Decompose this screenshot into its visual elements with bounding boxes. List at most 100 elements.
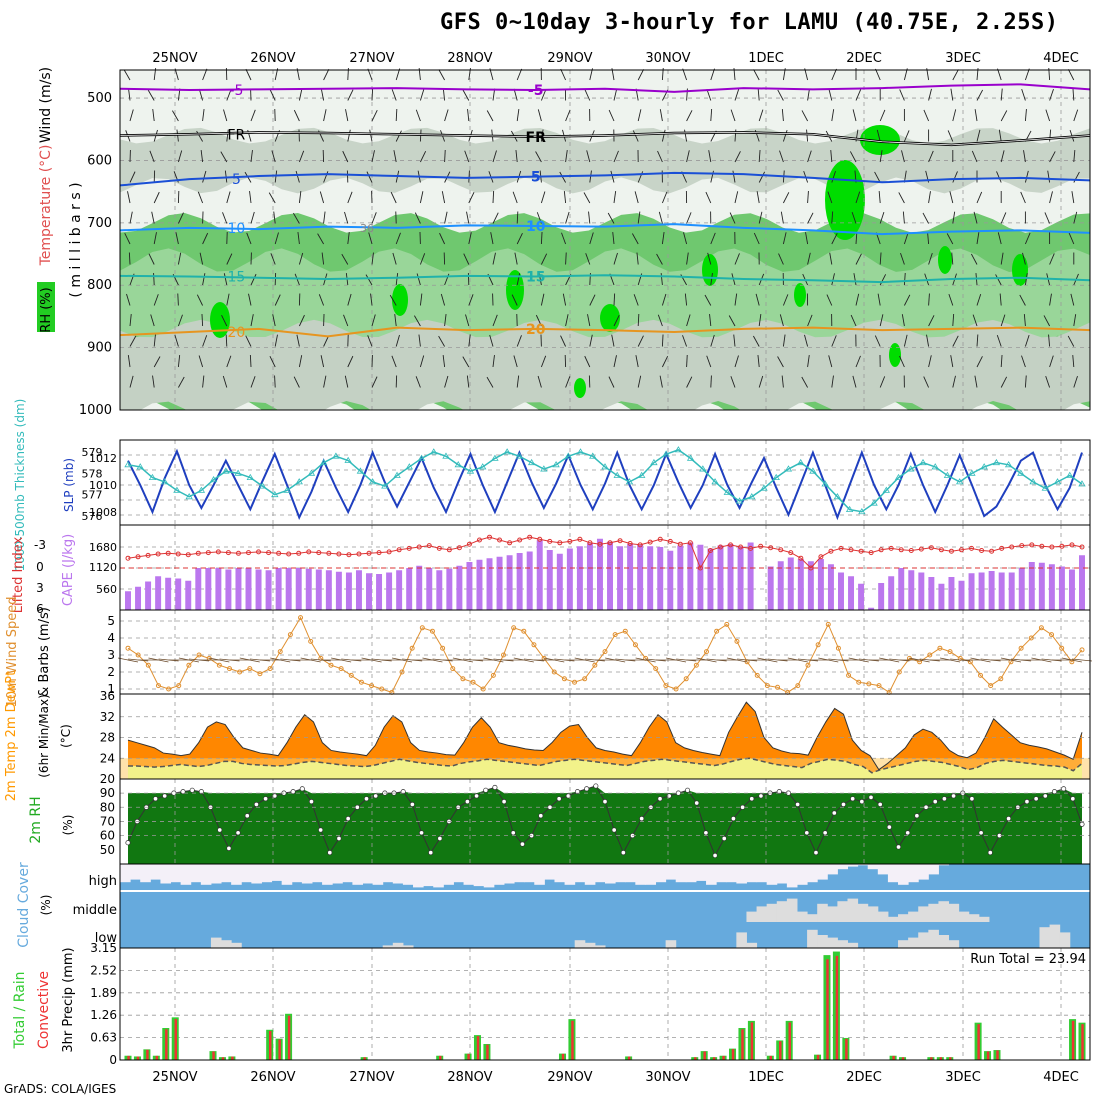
wind-barb bbox=[486, 110, 494, 122]
rh2m-marker bbox=[657, 796, 663, 802]
wind-barb bbox=[1000, 314, 1006, 327]
lifted-marker bbox=[326, 550, 332, 556]
wind-barb bbox=[371, 314, 376, 327]
wind-barb bbox=[949, 191, 954, 204]
wind-barb bbox=[900, 253, 905, 265]
rh2m-marker bbox=[501, 799, 507, 805]
wind-speed-marker bbox=[937, 645, 943, 651]
wind-barb bbox=[779, 150, 784, 163]
lifted-marker bbox=[225, 550, 231, 556]
bottom-date-label: 27NOV bbox=[349, 1070, 394, 1085]
wind-speed-marker bbox=[927, 652, 933, 658]
thickness-marker bbox=[466, 467, 475, 474]
wind-barb bbox=[177, 355, 181, 368]
rh2m-marker bbox=[987, 850, 993, 856]
lifted-marker bbox=[778, 547, 784, 553]
wind-barb bbox=[468, 192, 475, 204]
wind-barb bbox=[492, 212, 499, 224]
cloud-middle-bar bbox=[756, 906, 768, 922]
wind-barb bbox=[178, 376, 185, 388]
cloud-low-bar bbox=[847, 942, 859, 948]
wind-barb-10m bbox=[361, 657, 382, 663]
wind-barb-10m bbox=[219, 658, 240, 662]
wind-barb bbox=[1073, 150, 1076, 163]
bottom-date-label: 30NOV bbox=[645, 1070, 690, 1085]
wind-barb-10m bbox=[483, 657, 504, 663]
wind-speed-marker bbox=[1038, 625, 1044, 631]
cloud-low-bar bbox=[221, 940, 232, 948]
wind-barb bbox=[758, 211, 763, 224]
wind-barb bbox=[901, 314, 905, 327]
cloud-high-bar bbox=[443, 864, 454, 885]
wind-barb bbox=[923, 376, 930, 388]
wind-barb bbox=[806, 129, 809, 142]
wind-barb bbox=[560, 335, 567, 347]
wind-barb bbox=[395, 334, 400, 347]
wind-barb bbox=[831, 375, 834, 388]
wind-barb bbox=[829, 252, 833, 265]
cloud-high-bar bbox=[382, 864, 394, 883]
wind-barb bbox=[391, 355, 397, 368]
thickness-marker bbox=[491, 454, 499, 461]
lifted-marker bbox=[938, 547, 944, 553]
lifted-tick: 6 bbox=[36, 602, 44, 616]
wind-barb bbox=[317, 233, 324, 245]
cloud-high-bar bbox=[867, 864, 879, 870]
lifted-marker bbox=[456, 545, 462, 551]
wind-speed-marker bbox=[815, 642, 821, 648]
wind-barb bbox=[560, 68, 567, 81]
wind-barb bbox=[513, 88, 518, 101]
wind-barb bbox=[442, 355, 446, 368]
precip-convective-bar bbox=[268, 1030, 272, 1060]
thickness-marker bbox=[478, 463, 487, 470]
cape-bar bbox=[667, 550, 674, 610]
precip-tick: 0 bbox=[109, 1053, 117, 1067]
lifted-marker bbox=[1059, 543, 1065, 549]
wind-barb bbox=[245, 335, 252, 347]
wind-barb-10m bbox=[879, 657, 900, 663]
wind-barb bbox=[371, 376, 378, 388]
wind-barb bbox=[367, 335, 373, 347]
wind-barb bbox=[516, 335, 522, 347]
cloud-high-bar bbox=[685, 864, 697, 883]
wind-barb bbox=[852, 109, 857, 122]
cloud-middle-bar bbox=[968, 914, 980, 922]
wind-barb bbox=[807, 150, 812, 163]
wind-barb-10m bbox=[402, 658, 423, 662]
top-date-label: 1DEC bbox=[748, 51, 784, 66]
wind-barb bbox=[490, 232, 494, 245]
wind-barb-10m bbox=[645, 658, 666, 662]
wind-barb bbox=[172, 110, 179, 122]
wind-barb bbox=[147, 89, 155, 101]
cape-bar bbox=[717, 545, 724, 610]
wind-barb bbox=[928, 355, 932, 368]
contour-label: 10 bbox=[227, 221, 245, 237]
rh2m-marker bbox=[363, 796, 370, 802]
wind-barb bbox=[202, 375, 205, 388]
wind-barb bbox=[734, 88, 740, 101]
contour-temp5 bbox=[119, 171, 1091, 187]
precip-convective-bar bbox=[174, 1019, 177, 1060]
thickness-marker bbox=[430, 448, 438, 455]
slp-line bbox=[127, 448, 1083, 521]
wind-barb bbox=[999, 293, 1002, 306]
precip-tick: 3.15 bbox=[90, 941, 117, 955]
wind-barb bbox=[371, 150, 375, 163]
cape-bar bbox=[165, 577, 172, 610]
rh2m-marker bbox=[602, 799, 608, 805]
wind-barb bbox=[1070, 293, 1075, 306]
lifted-axis-label: Lifted Index bbox=[11, 536, 26, 613]
lifted-marker bbox=[788, 550, 794, 556]
thickness-marker bbox=[1041, 484, 1050, 491]
lifted-marker bbox=[215, 549, 221, 555]
rh2m-marker bbox=[831, 810, 837, 816]
wind-barb bbox=[831, 335, 837, 347]
cloud-middle-bar bbox=[807, 914, 818, 922]
cape-bar bbox=[968, 573, 975, 610]
cloud-high-bar bbox=[877, 864, 889, 875]
wind-barb bbox=[419, 191, 424, 204]
pressure-tick: 800 bbox=[87, 278, 112, 293]
wind-barb-10m bbox=[523, 658, 544, 662]
wind-barb bbox=[394, 314, 397, 327]
rh2m-marker bbox=[868, 794, 874, 800]
